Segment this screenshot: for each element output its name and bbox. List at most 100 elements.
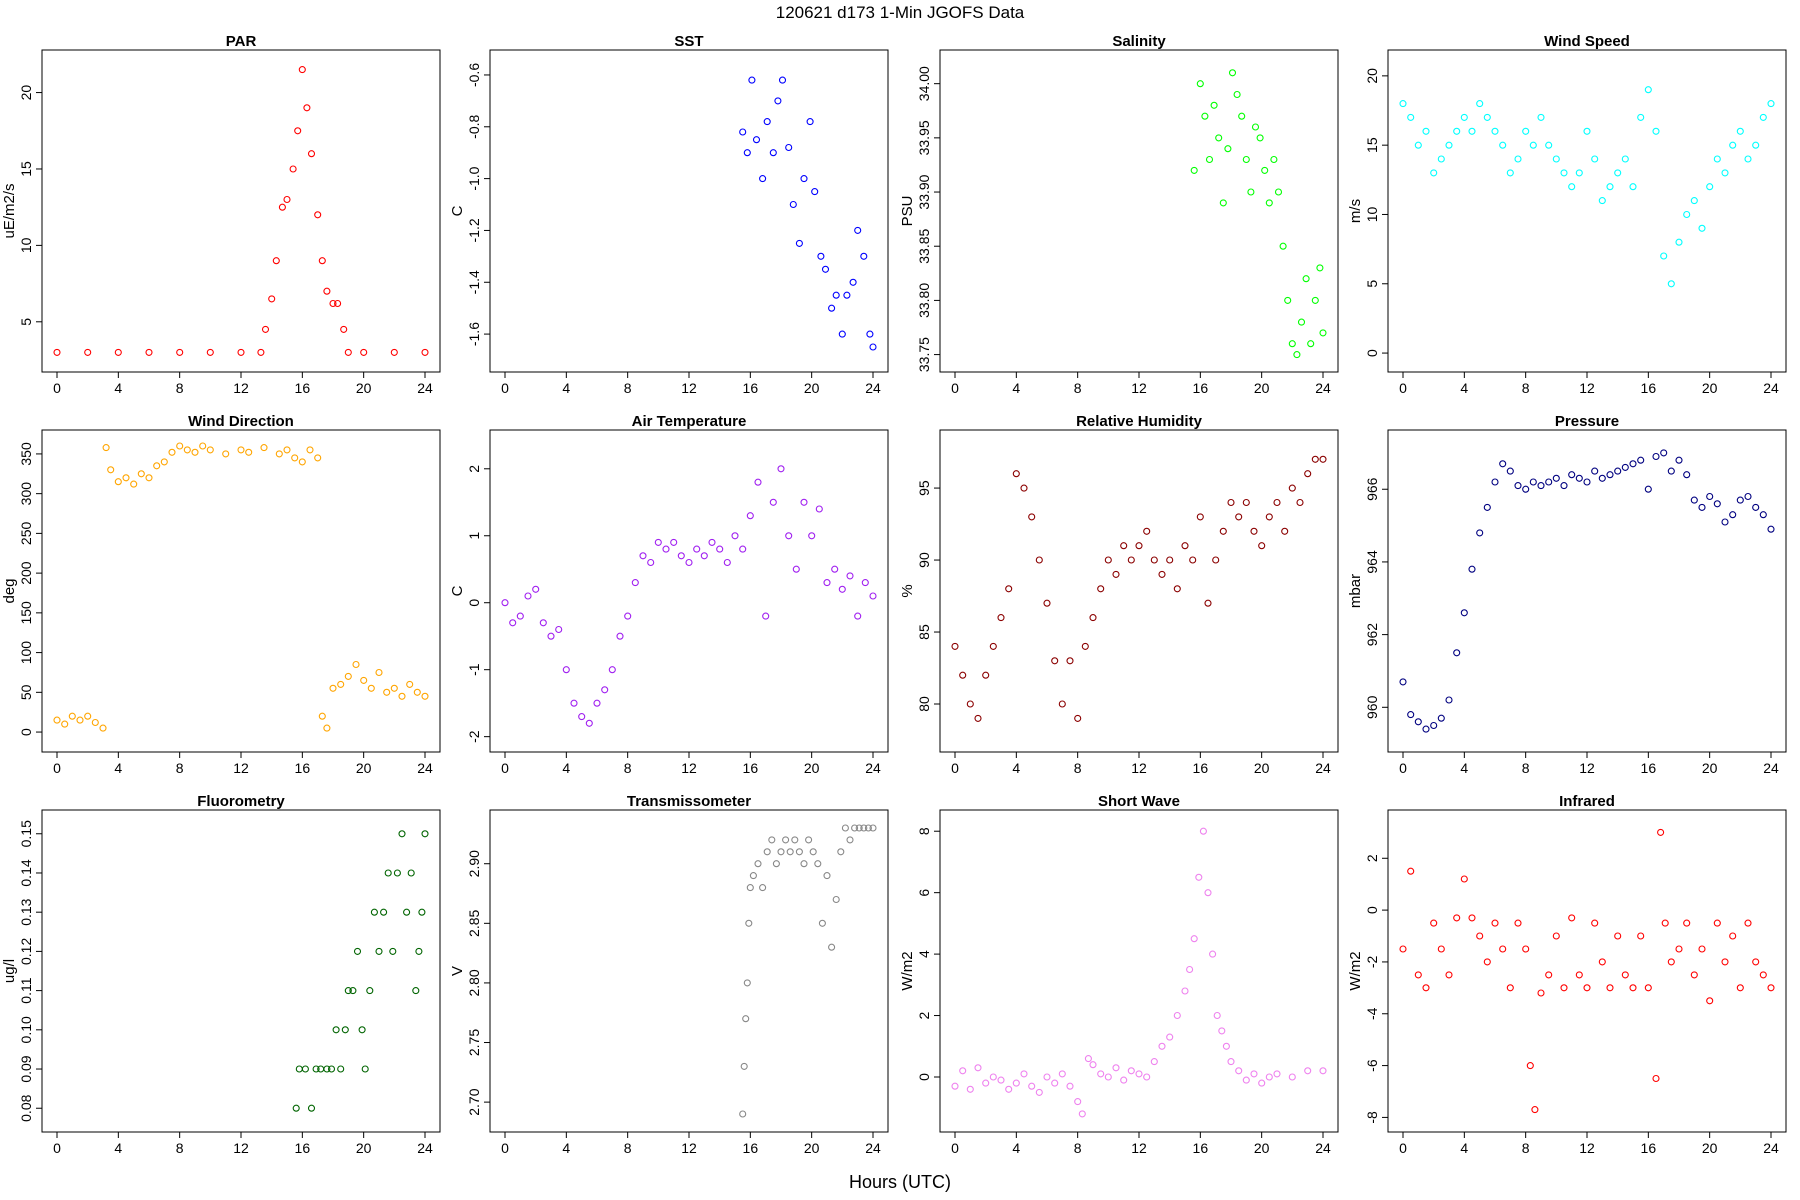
data-point [743,149,751,157]
data-point [746,512,754,520]
panel-wind-speed: Wind Speed 0 4 8 12 16 20 24 0 5 10 15 20 m/s [1347,33,1787,396]
panel-title: Short Wave [1098,793,1180,810]
data-point [176,348,184,356]
data-point [1598,958,1606,966]
data-point [716,545,724,553]
x-tick-label: 24 [1763,760,1779,776]
data-point [828,943,836,951]
y-tick-label: 0.09 [18,1055,34,1082]
data-point [1084,1055,1092,1063]
panel-title: Relative Humidity [1076,413,1203,430]
data-point [1657,828,1665,836]
data-point [361,1065,369,1073]
data-point [360,348,368,356]
data-point [1235,513,1243,521]
data-point [1560,984,1568,992]
data-point [1614,932,1622,940]
data-point [1514,155,1522,163]
data-point [1104,1073,1112,1081]
panel-title: Wind Speed [1544,33,1630,50]
data-point [1279,242,1287,250]
data-point [1667,467,1675,475]
data-point [421,692,429,700]
x-tick-label: 8 [1522,760,1530,776]
data-point [1506,984,1514,992]
y-tick-label: 150 [18,601,34,625]
data-point [1614,169,1622,177]
data-point [1319,1067,1327,1075]
data-point [1453,649,1461,657]
data-point [1265,199,1273,207]
data-point [1591,919,1599,927]
data-point [334,299,342,308]
y-tick-label: 0.11 [18,977,34,1003]
data-point [662,545,670,553]
data-point [53,348,61,356]
x-tick-label: 20 [804,1140,820,1156]
data-point [769,149,777,157]
data-point [383,688,391,696]
data-point [951,642,959,650]
y-tick-label: 2 [1364,854,1380,862]
data-point [1583,127,1591,135]
y-axis-label: W/m2 [1347,951,1364,990]
y-axis-label: deg [1,578,18,603]
x-tick-label: 12 [681,760,697,776]
data-point [1407,867,1415,875]
data-point [406,680,414,688]
x-tick-label: 16 [1193,1140,1209,1156]
data-point [763,848,771,856]
data-point [861,579,869,587]
x-tick-label: 24 [865,760,881,776]
data-point [1058,700,1066,708]
data-point [1074,714,1082,722]
data-point [1238,112,1246,120]
y-tick-label: 2 [466,465,482,473]
x-tick-label: 12 [233,760,249,776]
data-point [1476,529,1484,537]
y-tick-label: 80 [916,696,932,712]
data-point [1190,935,1198,943]
data-point [1759,971,1767,979]
data-point [1614,467,1622,475]
data-point [1051,657,1059,665]
panel-par: PAR 0 4 8 12 16 20 24 5 10 15 20 uE/m2/s [1,33,441,396]
data-point [769,498,777,506]
data-point [1660,252,1668,260]
data-point [1621,971,1629,979]
data-point [838,585,846,593]
data-point [1483,113,1491,121]
data-point [1767,100,1775,108]
data-point [1422,984,1430,992]
data-point [1242,1076,1250,1084]
data-point [1736,984,1744,992]
x-tick-label: 12 [1131,760,1147,776]
data-point [1143,527,1151,535]
data-point [1721,518,1729,526]
data-point [1293,351,1301,359]
data-point [1606,984,1614,992]
y-tick-label: 0 [466,599,482,607]
data-point [624,612,632,620]
x-tick-label: 24 [1763,380,1779,396]
panel-title: PAR [226,33,257,50]
data-point [1483,503,1491,511]
y-tick-label: 0.14 [18,859,34,886]
data-point [805,836,813,844]
data-point [1506,169,1514,177]
data-point [1304,470,1312,478]
data-point [1265,1073,1273,1081]
y-axis-label: ug/l [1,959,18,983]
data-point [1181,542,1189,550]
data-point [1066,1082,1074,1090]
data-point [1316,264,1324,272]
data-point [1256,134,1264,142]
data-point [1012,470,1020,478]
data-point [1598,197,1606,205]
y-tick-label: 962 [1364,623,1380,647]
data-point [1081,642,1089,650]
y-tick-label: 34.00 [916,66,932,101]
data-point [1644,86,1652,94]
data-point [1752,503,1760,511]
